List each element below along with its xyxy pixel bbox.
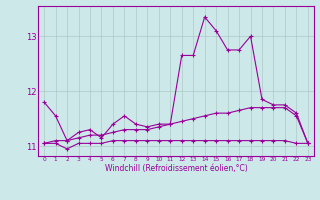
X-axis label: Windchill (Refroidissement éolien,°C): Windchill (Refroidissement éolien,°C) <box>105 164 247 173</box>
